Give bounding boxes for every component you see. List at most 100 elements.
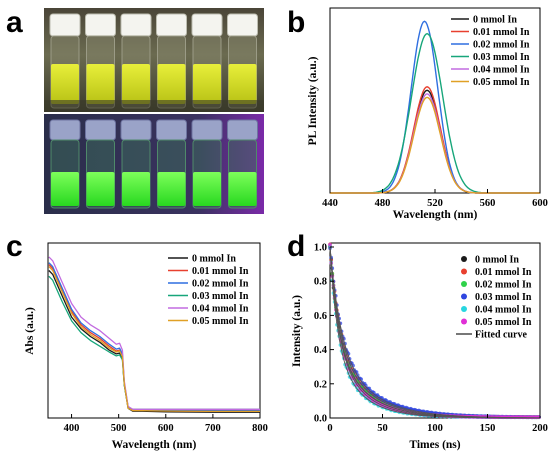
y-tick-label: 0.4 [314,345,328,356]
x-tick-label: 800 [252,423,268,434]
panel-letter-a: a [6,6,23,39]
legend-label: 0 mmol In [475,255,519,266]
legend-marker [461,256,467,262]
vial-cap [85,119,116,141]
x-tick-label: 0 [327,423,332,434]
legend-label: 0.03 mmol In [192,291,249,302]
vial-photo [44,8,264,214]
vial-liquid [86,64,115,104]
x-tick-label: 480 [375,198,391,209]
vial-liquid [157,172,186,206]
vial-cap [120,13,152,37]
legend-label: 0 mmol In [192,254,236,265]
vial-liquid [193,172,221,206]
legend-label: 0.01 mmol In [475,267,532,278]
x-tick-label: 520 [427,198,443,209]
y-axis-label: Abs (a.u.) [24,307,36,355]
x-tick-label: 500 [111,423,127,434]
series-lines [330,20,540,194]
series-lines [48,256,260,413]
series-line-1 [330,86,540,194]
x-axis-label: Wavelength (nm) [112,439,197,451]
vials-uv [49,119,258,209]
vial-cap [191,13,223,37]
legend-label: 0.04 mmol In [475,305,532,316]
shelf-shadow [44,100,264,112]
x-tick-label: 150 [480,423,496,434]
x-ticks: 400 500 600 700 800 [64,414,268,434]
x-axis-label: Times (ns) [409,439,460,451]
y-tick-label: 0.8 [314,277,327,288]
x-tick-label: 50 [377,423,388,434]
x-tick-label: 600 [158,423,174,434]
legend-label: 0.04 mmol In [192,304,249,315]
y-tick-label: 1.0 [314,243,327,254]
x-ticks: 440 480 520 560 600 [322,189,548,209]
vial-cap [120,119,152,141]
x-tick-label: 600 [532,198,548,209]
x-tick-label: 700 [205,423,221,434]
x-tick-label: 440 [322,198,338,209]
legend-label: 0.04 mmol In [473,65,530,76]
legend-marker [461,293,467,300]
legend-label: 0.01 mmol In [192,266,249,277]
legend-label: 0.02 mmol In [475,280,532,291]
vial-liquid [122,172,150,206]
legend-marker [461,281,467,287]
vial-liquid [228,64,257,104]
legend-fit-label: Fitted curve [475,330,527,341]
series-line-4 [48,256,260,410]
legend: 0 mmol In0.01 mmol In 0.02 mmol In0.03 mm… [456,255,532,341]
panel-letter-d: d [287,230,305,263]
y-tick-label: 0.6 [314,311,327,322]
plot-frame [47,242,261,419]
vial-liquid [228,172,257,206]
panel-letter-c: c [6,230,23,263]
absorption-chart: 400 500 600 700 800 0 mmol In0.01 mmol In 0.0… [24,242,268,451]
vial-cap [156,119,187,141]
axis-ticks: 0 50 100 150 200 0.0 0.2 0.4 0.6 0.8 1.0 [314,243,548,435]
legend-marker [461,318,467,325]
data-point-5 [328,242,332,247]
vials-daylight [44,13,264,112]
series-line-5 [330,96,540,194]
legend-label: 0.05 mmol In [473,77,530,88]
vial-liquid [51,172,79,206]
legend: 0 mmol In0.01 mmol In 0.02 mmol In0.03 mm… [451,15,530,88]
vial-cap [191,119,223,141]
panel-letter-b: b [287,6,305,39]
vial-cap [227,119,258,141]
legend-label: 0.05 mmol In [475,317,532,328]
legend-label: 0.05 mmol In [192,316,249,327]
series-line-5 [48,266,260,413]
legend-marker [461,268,467,275]
vial-cap [227,13,258,37]
y-axis-label: Intensity (a.u.) [291,295,303,367]
legend-label: 0.03 mmol In [473,52,530,63]
legend-label: 0.03 mmol In [475,292,532,303]
decay-chart: 0 50 100 150 200 0.0 0.2 0.4 0.6 0.8 1.0 0 mmol In… [291,242,548,451]
x-tick-label: 100 [427,423,443,434]
data-point-3 [364,383,368,388]
vial-liquid [193,64,221,104]
x-tick-label: 560 [480,198,496,209]
y-tick-label: 0.0 [314,414,327,425]
series-line-4 [330,93,540,194]
vial-liquid [122,64,150,104]
vial-cap [156,13,187,37]
legend-label: 0.02 mmol In [192,279,249,290]
vial-cap [49,119,81,141]
legend-label: 0 mmol In [473,15,517,26]
vial-liquid [157,64,186,104]
legend: 0 mmol In0.01 mmol In 0.02 mmol In0.03 mm… [168,254,249,327]
vial-cap [49,13,81,37]
y-tick-label: 0.2 [314,379,327,390]
vial-liquid [86,172,115,206]
x-tick-label: 200 [532,423,548,434]
legend-label: 0.02 mmol In [473,40,530,51]
vial-liquid [51,64,79,104]
vial-cap [85,13,116,37]
y-axis-label: PL Intensity (a.u.) [307,56,319,145]
legend-marker [461,306,467,312]
